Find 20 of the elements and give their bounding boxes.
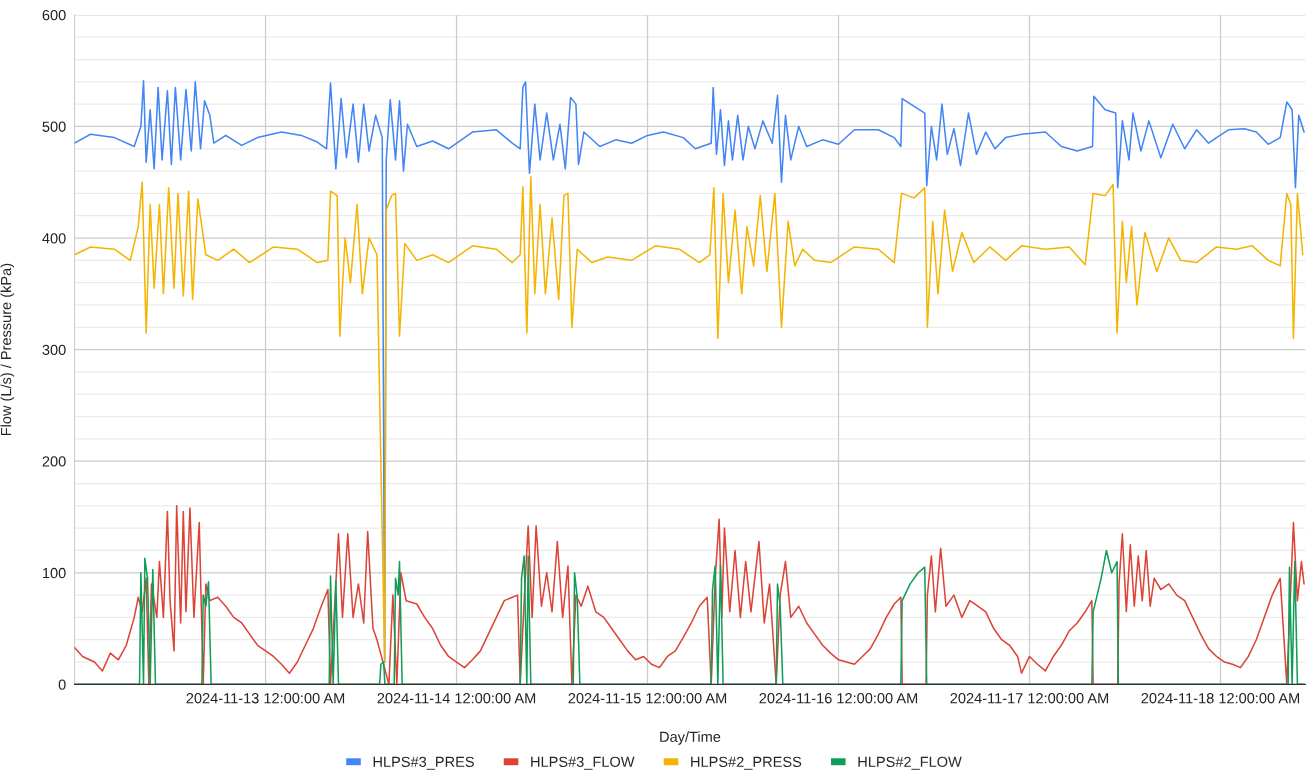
legend-label: HLPS#3_PRES <box>373 756 474 770</box>
y-tick-label: 200 <box>42 456 66 467</box>
y-axis-title: Flow (L/s) / Pressure (kPa) <box>0 263 15 436</box>
x-tick-label: 2024-11-17 12:00:00 AM <box>950 693 1109 704</box>
y-tick-label: 0 <box>58 679 66 690</box>
y-tick-label: 300 <box>42 344 66 356</box>
y-tick-label: 500 <box>42 121 66 132</box>
y-tick-label: 400 <box>42 233 66 244</box>
legend-label: HLPS#3_FLOW <box>531 756 635 770</box>
legend-label: HLPS#2_FLOW <box>858 756 962 770</box>
y-tick-label: 100 <box>43 567 66 579</box>
x-tick-label: 2024-11-14 12:00:00 AM <box>377 693 536 704</box>
x-tick-label: 2024-11-18 12:00:00 AM <box>1141 693 1300 704</box>
line-series <box>74 175 1304 663</box>
y-tick-label: 600 <box>42 9 66 21</box>
x-axis-title: Day/Time <box>660 731 721 745</box>
x-tick-label: 2024-11-16 12:00:00 AM <box>759 693 918 704</box>
x-tick-label: 2024-11-15 12:00:00 AM <box>568 693 727 704</box>
legend-label: HLPS#2_PRESS <box>691 756 802 770</box>
x-tick-label: 2024-11-13 12:00:00 AM <box>186 693 345 704</box>
